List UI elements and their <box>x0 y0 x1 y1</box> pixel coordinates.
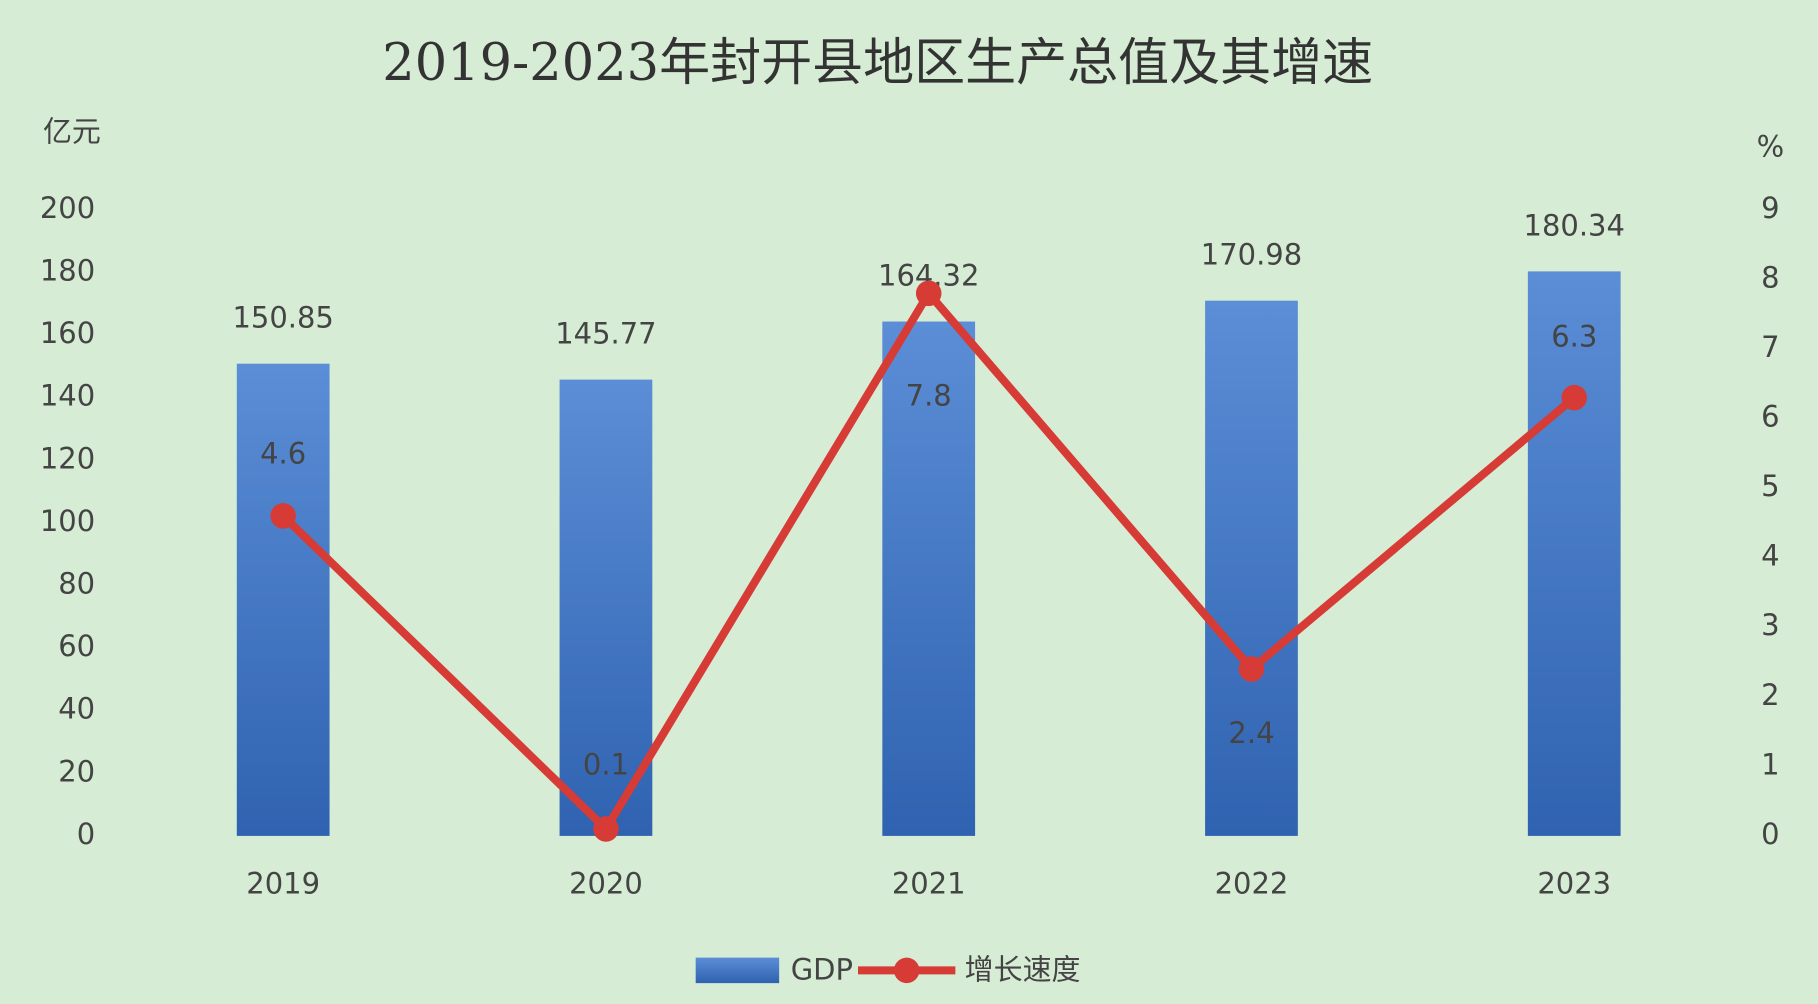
bar-value-label: 170.98 <box>1201 238 1302 272</box>
bar <box>1205 300 1298 836</box>
bar <box>882 321 976 836</box>
x-tick-label: 2021 <box>892 867 966 901</box>
bar-value-label: 150.85 <box>232 301 333 335</box>
y-axis-label: 亿元 <box>43 114 101 148</box>
line-value-label: 2.4 <box>1228 716 1274 750</box>
y-tick-label: 60 <box>58 629 95 663</box>
y2-tick-label: 8 <box>1761 260 1779 294</box>
legend-swatch <box>695 957 780 984</box>
bar <box>1527 271 1621 836</box>
y-tick-label: 80 <box>58 566 95 600</box>
x-tick-label: 2023 <box>1537 867 1611 901</box>
line-point <box>1238 656 1265 682</box>
legend-label: GDP <box>791 953 853 987</box>
y-tick-label: 40 <box>58 692 95 726</box>
x-tick-label: 2019 <box>246 867 320 901</box>
line-value-label: 7.8 <box>906 379 952 413</box>
bar <box>559 379 653 836</box>
line-value-label: 4.6 <box>260 437 306 471</box>
line-value-label: 0.1 <box>583 747 629 781</box>
y2-tick-label: 2 <box>1761 678 1779 712</box>
bar-value-label: 180.34 <box>1524 208 1625 242</box>
chart-title: 2019-2023年封开县地区生产总值及其增速 <box>382 34 1373 93</box>
y2-tick-label: 3 <box>1761 608 1779 642</box>
y2-axis-label: % <box>1757 129 1785 163</box>
bar-value-label: 145.77 <box>555 317 656 351</box>
y-tick-label: 20 <box>58 754 95 788</box>
y-tick-label: 200 <box>40 191 95 225</box>
y2-tick-label: 9 <box>1761 191 1779 225</box>
y-tick-label: 140 <box>40 379 95 413</box>
legend-label: 增长速度 <box>965 953 1081 987</box>
y2-tick-label: 0 <box>1761 817 1779 851</box>
line-point <box>270 503 296 529</box>
x-tick-label: 2022 <box>1215 867 1289 901</box>
y2-tick-label: 6 <box>1761 400 1779 434</box>
line-point <box>593 816 619 842</box>
y-tick-label: 100 <box>40 504 95 538</box>
line-point <box>915 280 942 307</box>
y-tick-label: 0 <box>77 817 95 851</box>
y-tick-label: 120 <box>40 441 95 475</box>
y2-tick-label: 5 <box>1761 469 1779 503</box>
line-value-label: 6.3 <box>1551 320 1597 354</box>
y-tick-label: 160 <box>40 316 95 350</box>
y2-tick-label: 7 <box>1761 330 1779 364</box>
legend-swatch <box>893 957 920 984</box>
bar <box>236 363 330 836</box>
x-tick-label: 2020 <box>569 867 643 901</box>
y2-tick-label: 1 <box>1761 747 1779 781</box>
y-tick-label: 180 <box>40 253 95 287</box>
y2-tick-label: 4 <box>1761 539 1779 573</box>
line-point <box>1561 384 1587 411</box>
